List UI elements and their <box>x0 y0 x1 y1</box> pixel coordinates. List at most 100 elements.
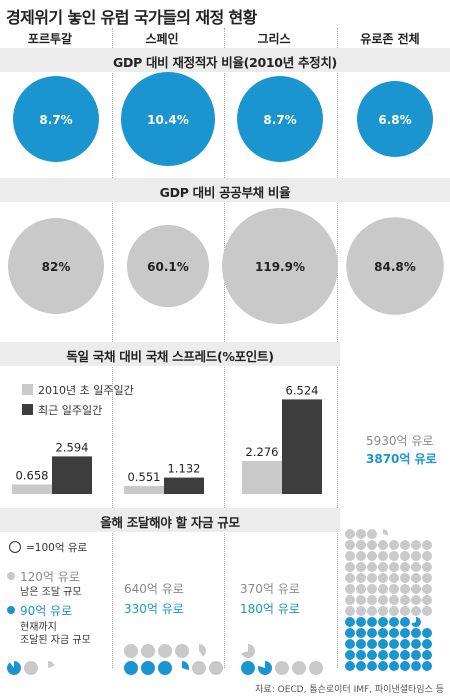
spread-value-portugal-early-2010: 0.658 <box>16 468 49 482</box>
funding-dot-eurozone-raised <box>367 661 377 671</box>
funding-dot-eurozone-raised <box>400 661 410 671</box>
funding-dot-eurozone-remaining <box>356 595 366 605</box>
funding-dot-eurozone-remaining <box>389 606 399 616</box>
funding-dot-portugal-remaining <box>24 661 38 675</box>
funding-dot-eurozone-remaining <box>367 606 377 616</box>
funding-dot-eurozone-raised <box>378 650 388 660</box>
funding-dot-eurozone-remaining <box>378 606 388 616</box>
funding-pictograms <box>6 529 432 675</box>
spread-bar-greece-recent <box>282 399 322 494</box>
unit-circle-icon <box>9 541 21 553</box>
funding-dot-greece-remaining <box>275 661 289 675</box>
funding-dot-greece-raised <box>257 661 272 675</box>
funding-dot-eurozone-raised <box>411 639 421 649</box>
funding-dot-eurozone-remaining <box>345 540 355 550</box>
spain-raised-value: 330억 유로 <box>124 602 184 616</box>
funding-dot-spain-raised <box>124 661 138 675</box>
funding-dot-eurozone-remaining <box>411 573 421 583</box>
funding-dot-eurozone-remaining <box>411 551 421 561</box>
funding-dot-eurozone-remaining <box>389 584 399 594</box>
debt-bubbles: 82% 60.1% 119.9% 84.8% <box>8 208 444 324</box>
funding-dot-eurozone-remaining <box>422 562 432 572</box>
column-header-spain: 스페인 <box>145 32 179 46</box>
funding-dot-eurozone-raised <box>389 628 399 638</box>
column-header-greece: 그리스 <box>257 32 291 46</box>
funding-dot-spain-remaining <box>141 644 155 658</box>
funding-dot-eurozone-raised <box>378 639 388 649</box>
funding-dot-greece-remaining <box>241 644 255 659</box>
source-footer: 자료: OECD, 톰슨로이터 IMF, 파이낸셜타임스 등 <box>255 685 444 695</box>
funding-dot-eurozone-remaining <box>367 540 377 550</box>
funding-dot-eurozone-remaining <box>356 606 366 616</box>
funding-dot-eurozone-raised <box>411 650 421 660</box>
funding-dot-eurozone-remaining <box>411 584 421 594</box>
funding-dot-eurozone-raised <box>356 617 366 627</box>
funding-dot-spain-raised <box>182 661 189 671</box>
deficit-bubble-spain <box>121 72 215 166</box>
funding-dot-eurozone-raised <box>367 650 377 660</box>
deficit-label-spain: 10.4% <box>147 113 189 127</box>
spread-bar-greece-early-2010 <box>242 460 282 494</box>
legend-raised-label-2: 조달된 자금 규모 <box>20 635 91 646</box>
funding-dot-eurozone-raised <box>367 639 377 649</box>
funding-dot-spain-raised <box>158 661 172 675</box>
funding-dot-spain-remaining <box>199 644 207 657</box>
debt-bubble-greece <box>222 208 338 324</box>
debt-bubble-spain <box>126 224 210 308</box>
funding-dot-spain-raised <box>141 661 155 675</box>
funding-dot-eurozone-raised <box>356 650 366 660</box>
funding-dot-eurozone-remaining <box>345 584 355 594</box>
unit-legend-label: =100억 유로 <box>26 542 88 554</box>
deficit-label-portugal: 8.7% <box>39 113 72 127</box>
funding-dot-portugal-remaining <box>48 661 55 668</box>
funding-dot-spain-remaining <box>124 644 138 658</box>
deficit-bubbles: 8.7% 10.4% 8.7% 6.8% <box>13 72 434 166</box>
funding-dot-eurozone-remaining <box>411 562 421 572</box>
funding-dot-eurozone-remaining <box>378 540 388 550</box>
spread-section-title: 독일 국채 대비 국채 스프레드(%포인트) <box>66 349 274 364</box>
funding-dot-eurozone-remaining <box>422 606 432 616</box>
funding-dot-eurozone-remaining <box>345 595 355 605</box>
spread-value-portugal-recent: 2.594 <box>56 440 89 454</box>
section-band-deficit <box>0 48 450 72</box>
funding-dot-eurozone-remaining <box>356 573 366 583</box>
funding-dot-eurozone-remaining <box>389 595 399 605</box>
deficit-bubble-eurozone <box>356 80 434 158</box>
debt-label-greece: 119.9% <box>255 260 305 274</box>
funding-dot-eurozone-remaining <box>400 584 410 594</box>
deficit-label-eurozone: 6.8% <box>378 113 411 127</box>
funding-dot-eurozone-remaining <box>356 529 366 539</box>
column-header-eurozone: 유로존 전체 <box>360 32 420 46</box>
legend-label-recent: 최근 일주일간 <box>38 404 103 417</box>
funding-dot-eurozone-remaining <box>422 573 432 583</box>
spread-bar-portugal-early-2010 <box>12 484 52 494</box>
funding-dot-eurozone-raised <box>356 661 366 671</box>
eurozone-raised-value: 3870억 유로 <box>366 452 437 466</box>
portugal-remaining-value: 120억 유로 <box>20 570 80 584</box>
funding-dot-eurozone-remaining <box>367 595 377 605</box>
funding-dot-eurozone-remaining <box>383 529 389 536</box>
funding-dot-eurozone-remaining <box>367 573 377 583</box>
funding-dot-eurozone-remaining <box>422 540 432 550</box>
debt-label-eurozone: 84.8% <box>374 260 416 274</box>
funding-dot-eurozone-remaining <box>378 562 388 572</box>
funding-dot-eurozone-remaining <box>356 562 366 572</box>
debt-label-portugal: 82% <box>42 260 71 274</box>
funding-dot-eurozone-raised <box>400 639 410 649</box>
funding-dot-spain-remaining <box>192 661 206 675</box>
greece-raised-value: 180억 유로 <box>240 602 300 616</box>
funding-dot-eurozone-raised <box>411 661 421 671</box>
spread-value-spain-recent: 1.132 <box>168 462 201 476</box>
funding-dot-eurozone-remaining <box>345 562 355 572</box>
spread-bar-spain-early-2010 <box>124 486 164 494</box>
funding-dot-eurozone-remaining <box>356 540 366 550</box>
spread-bars: 0.658 2.594 0.551 1.132 2.276 6.524 <box>12 383 322 494</box>
funding-dot-spain-remaining <box>175 644 189 658</box>
column-header-portugal: 포르투갈 <box>27 32 73 46</box>
funding-dot-eurozone-remaining <box>367 584 377 594</box>
funding-dot-eurozone-raised <box>356 628 366 638</box>
legend-swatch-early-2010 <box>22 384 33 395</box>
spread-value-greece-recent: 6.524 <box>286 383 319 397</box>
funding-dot-spain-remaining <box>209 661 223 675</box>
